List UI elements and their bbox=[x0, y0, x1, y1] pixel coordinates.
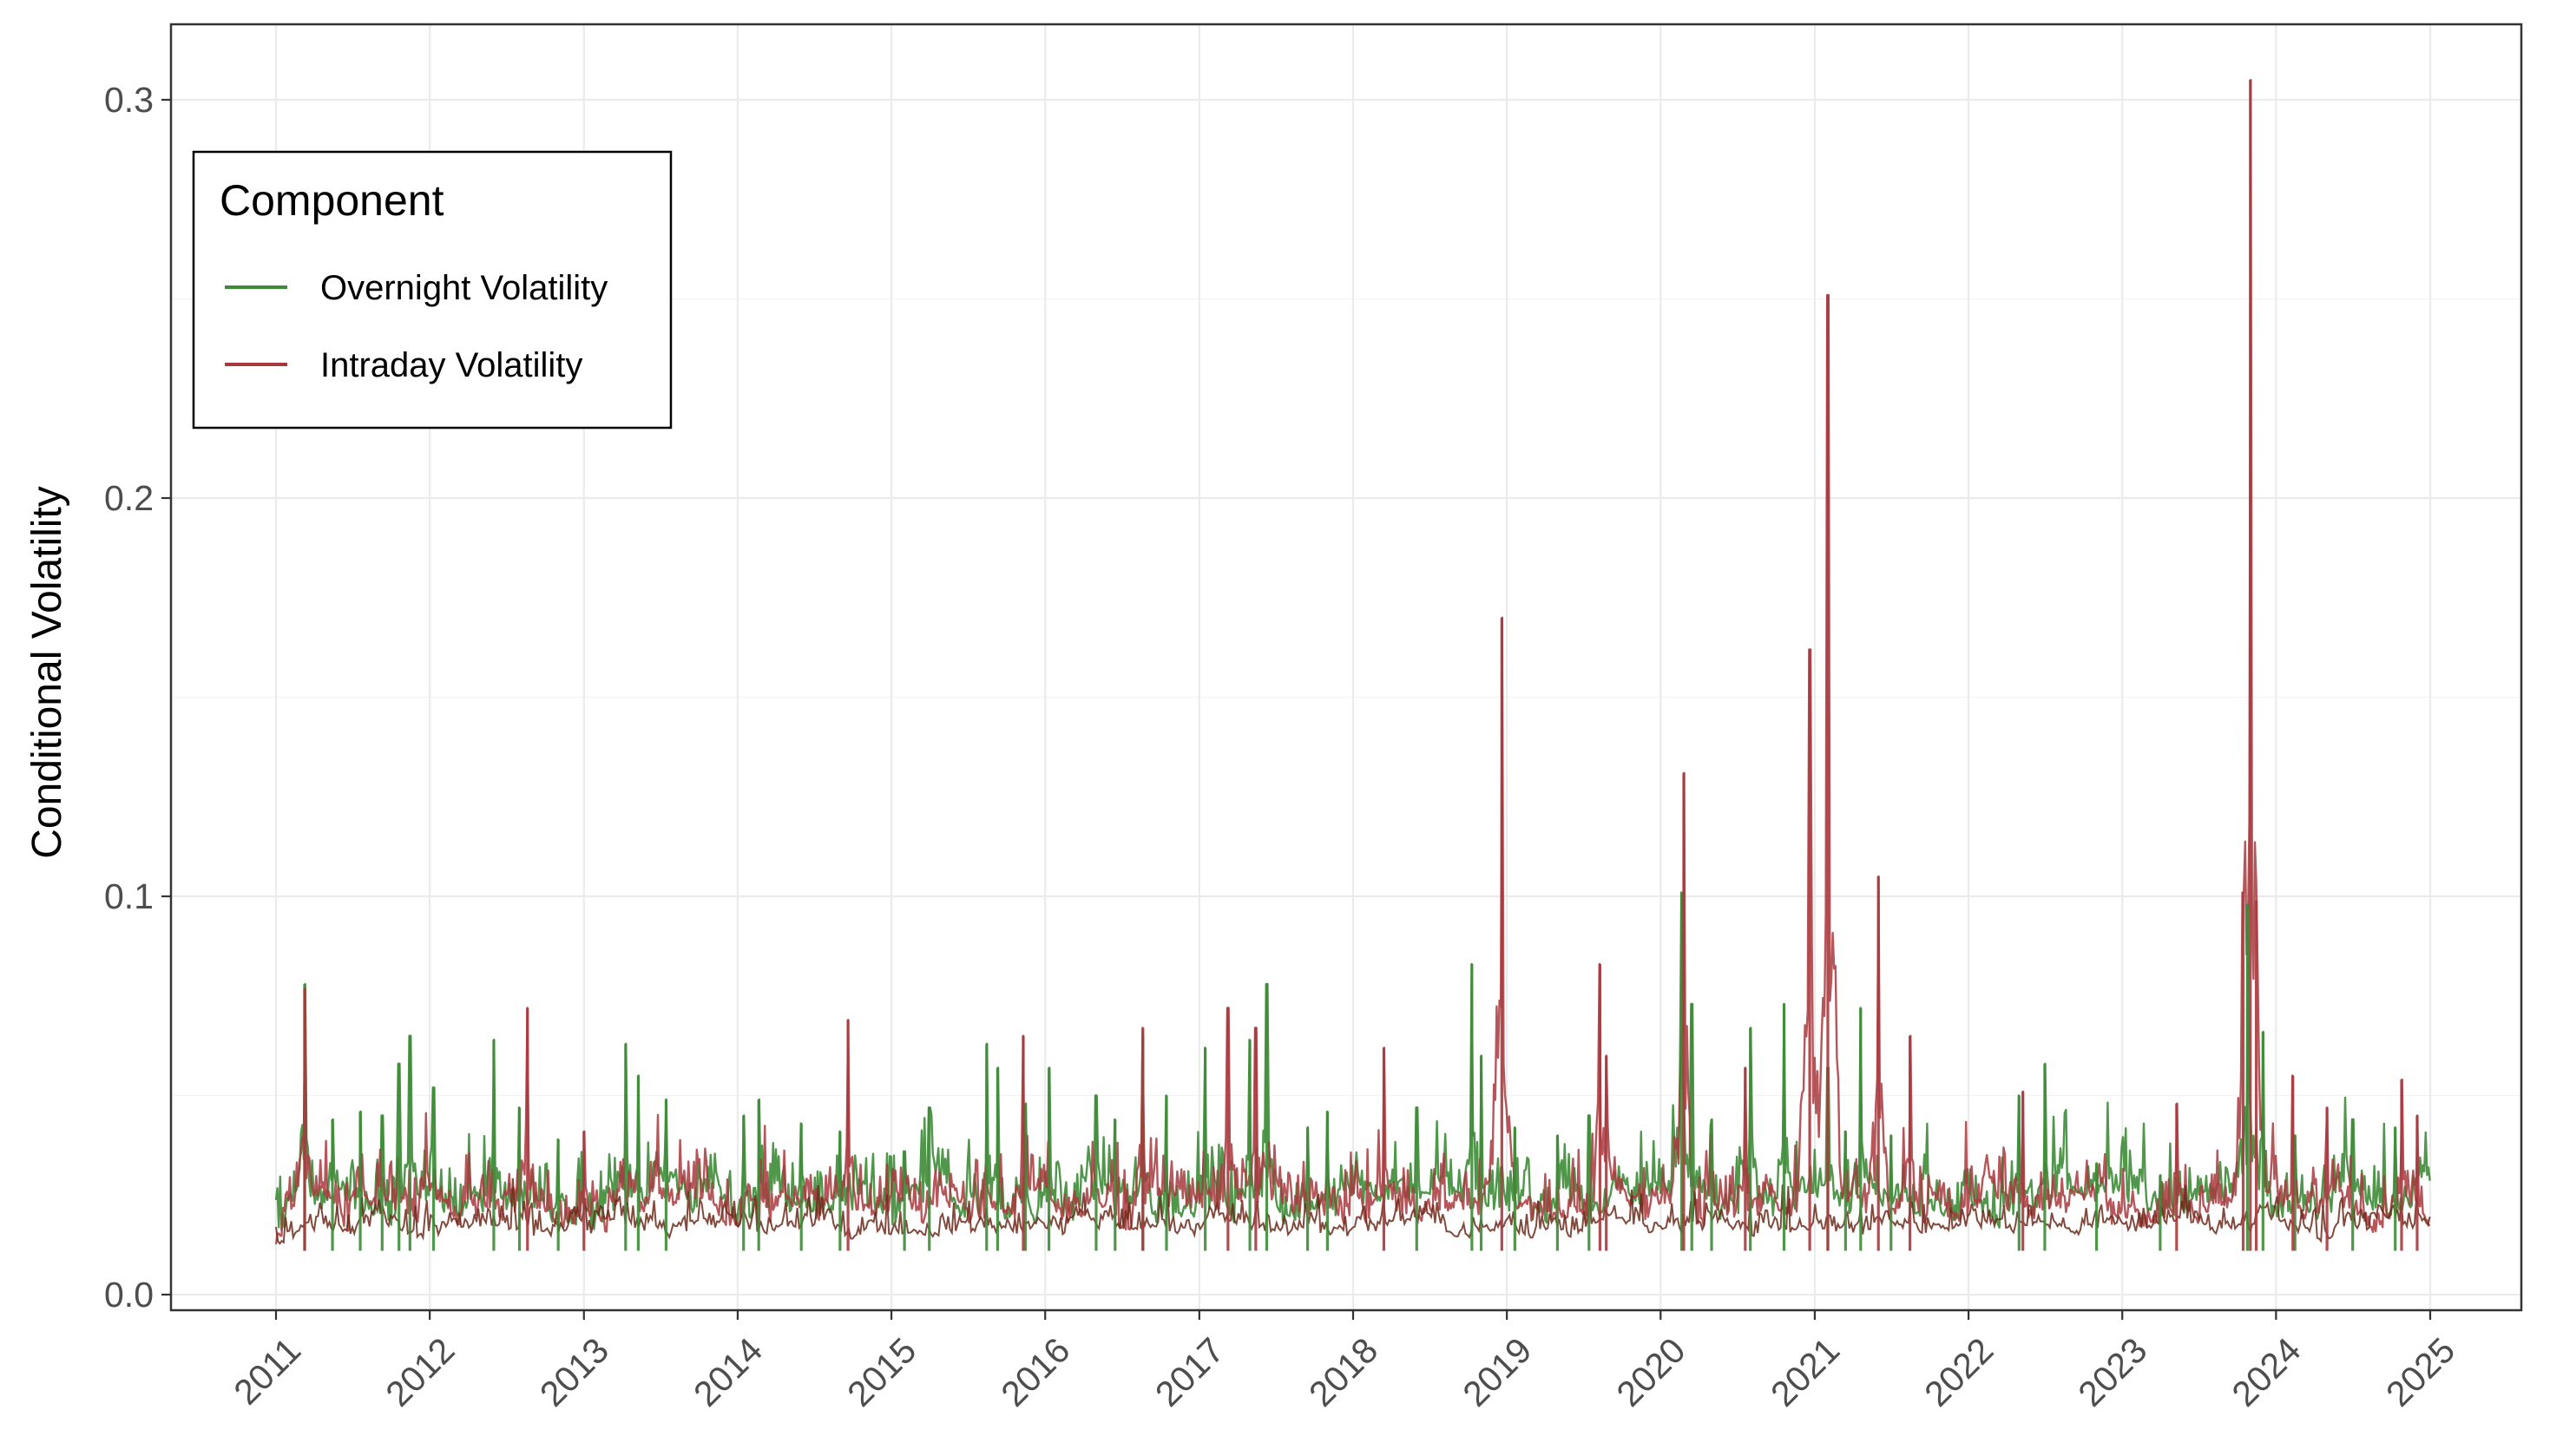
y-tick-label: 0.3 bbox=[104, 80, 154, 120]
series-overlap-band bbox=[275, 1177, 2431, 1245]
series-line-intraday bbox=[274, 78, 2431, 1245]
legend-label-overnight: Overnight Volatility bbox=[320, 269, 608, 307]
legend-box bbox=[192, 150, 673, 430]
legend-label-intraday: Intraday Volatility bbox=[320, 346, 582, 384]
series-line-overnight bbox=[274, 891, 2431, 1231]
series-layer bbox=[274, 78, 2431, 1251]
y-tick-label: 0.1 bbox=[104, 876, 154, 916]
y-tick-label: 0.2 bbox=[104, 478, 154, 518]
y-axis-title: Conditional Volatility bbox=[24, 486, 70, 859]
legend: Component Overnight Volatility Intraday … bbox=[192, 150, 673, 430]
legend-title: Component bbox=[220, 176, 444, 225]
y-tick-label: 0.0 bbox=[104, 1275, 154, 1315]
panel-border bbox=[169, 23, 2523, 1312]
